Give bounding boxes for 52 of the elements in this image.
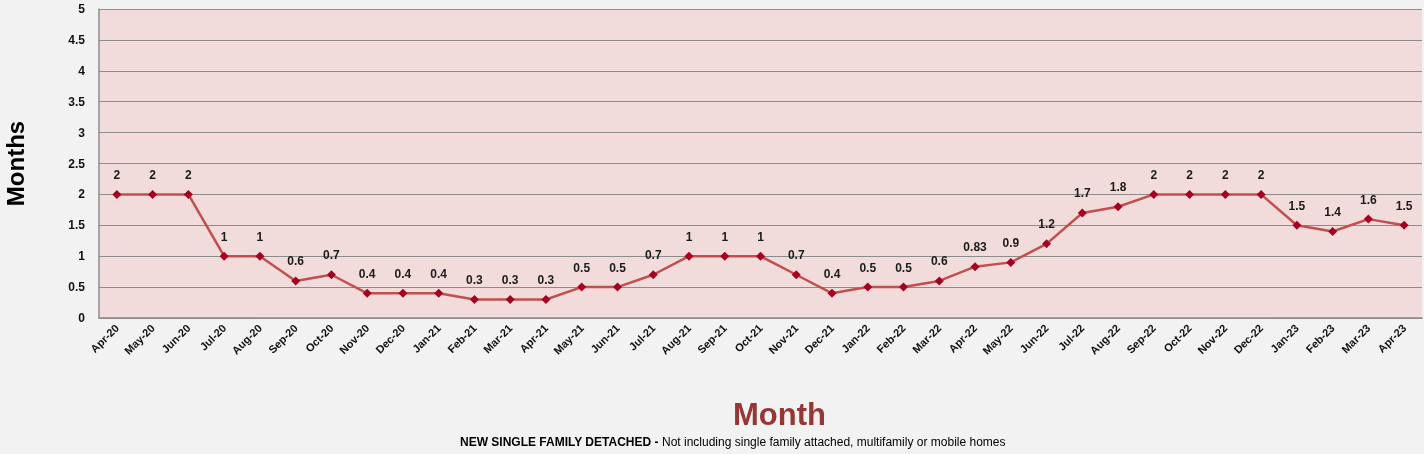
text: NEW SINGLE FAMILY DETACHED - xyxy=(460,435,659,449)
data-label: 1 xyxy=(256,229,264,244)
data-label: 0.9 xyxy=(1002,235,1020,250)
data-label: 1.4 xyxy=(1324,204,1342,219)
y-tick-label: 3 xyxy=(78,125,86,140)
data-label: 0.5 xyxy=(609,260,627,275)
data-label: 1 xyxy=(757,229,765,244)
data-label: 0.5 xyxy=(859,260,877,275)
data-label: 1.6 xyxy=(1360,192,1378,207)
data-label: 2 xyxy=(149,167,157,182)
data-label: 0.3 xyxy=(501,272,519,287)
y-tick-label: 4 xyxy=(78,63,86,78)
data-label: 0.5 xyxy=(573,260,591,275)
data-label: 0.5 xyxy=(895,260,913,275)
data-label: 0.6 xyxy=(287,254,305,269)
data-label: 2 xyxy=(1221,167,1229,182)
data-label: 2 xyxy=(1186,167,1194,182)
data-label: 0.83 xyxy=(963,240,988,255)
y-tick-label: 2 xyxy=(78,187,86,202)
y-axis-title: Months xyxy=(1,120,29,207)
data-label: 0.4 xyxy=(358,266,376,281)
y-tick-label: 1.5 xyxy=(68,218,86,233)
data-label: 1 xyxy=(721,229,729,244)
data-label: 0.7 xyxy=(644,248,662,263)
data-label: 0.4 xyxy=(823,266,841,281)
x-axis-title: Month xyxy=(733,396,826,432)
y-tick-label: 1 xyxy=(78,249,86,264)
data-label: 2 xyxy=(1257,167,1265,182)
y-tick-label: 4.5 xyxy=(68,32,86,47)
data-label: 2 xyxy=(1150,167,1158,182)
data-label: 1.2 xyxy=(1038,217,1056,232)
data-label: 2 xyxy=(185,167,193,182)
data-label: 0.4 xyxy=(430,266,448,281)
y-tick-label: 0.5 xyxy=(68,280,86,295)
y-tick-label: 2.5 xyxy=(68,156,86,171)
data-label: 1.8 xyxy=(1109,180,1127,195)
data-label: 0.3 xyxy=(537,272,555,287)
data-label: 0.4 xyxy=(394,266,412,281)
y-tick-label: 0 xyxy=(78,311,86,325)
data-label: 0.7 xyxy=(323,248,341,263)
data-label: 0.3 xyxy=(466,272,484,287)
y-tick-label: 3.5 xyxy=(68,94,86,109)
y-tick-label: 5 xyxy=(78,2,86,16)
data-label: 2 xyxy=(113,167,121,182)
data-label: 1 xyxy=(685,229,693,244)
data-label: 0.7 xyxy=(787,248,805,263)
data-label: 1 xyxy=(220,229,228,244)
data-label: 1.7 xyxy=(1073,186,1091,201)
text: Not including single family attached, multifamily or mobile homes xyxy=(662,435,1006,449)
data-label: 1.5 xyxy=(1288,198,1306,213)
data-label: 0.6 xyxy=(930,254,948,269)
data-label: 1.5 xyxy=(1395,198,1413,213)
